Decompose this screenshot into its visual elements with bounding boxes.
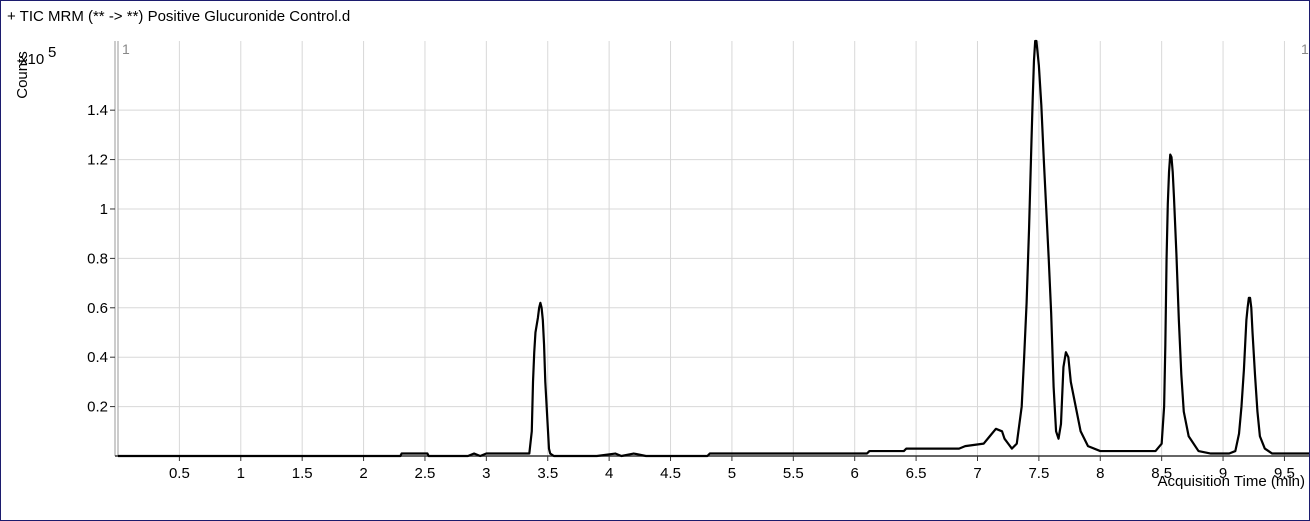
axes [114,41,1309,457]
y-tick-label: 0.4 [87,349,108,366]
x-tick-labels: 0.5 1 1.5 2 2.5 3 3.5 4 4.5 5 5.5 6 6.5 7 7.5 8 8.5 9 9.5 [169,456,1295,482]
y-tick-label: 0.2 [87,399,108,416]
x-axis-label: Acquisition Time (min) [1157,473,1305,490]
x-tick-label: 6.5 [906,465,927,482]
x-tick-label: 5 [728,465,736,482]
y-tick-label: 0.8 [87,250,108,267]
chart-title: + TIC MRM (** -> **) Positive Glucuronid… [7,8,350,25]
y-exponent: 5 [48,44,56,61]
y-multiplier: x10 [20,51,44,68]
grid [118,41,1309,456]
x-tick-label: 5.5 [783,465,804,482]
x-tick-label: 7 [973,465,981,482]
x-tick-label: 1.5 [292,465,313,482]
y-tick-label: 0.6 [87,300,108,317]
x-tick-label: 2.5 [415,465,436,482]
pane-marker-right: 1 [1301,41,1309,57]
y-tick-label: 1 [100,201,108,218]
x-tick-label: 3.5 [537,465,558,482]
x-tick-label: 8 [1096,465,1104,482]
x-tick-label: 9.5 [1274,465,1295,482]
x-tick-label: 1 [237,465,245,482]
tic-trace-line [118,39,1309,458]
y-tick-label: 1.4 [87,102,108,119]
y-axis-label: Counts [14,51,31,99]
x-tick-label: 8.5 [1151,465,1172,482]
x-tick-label: 4.5 [660,465,681,482]
x-tick-label: 6 [851,465,859,482]
x-tick-label: 7.5 [1028,465,1049,482]
y-tick-label: 1.2 [87,152,108,169]
x-tick-label: 0.5 [169,465,190,482]
x-tick-label: 4 [605,465,613,482]
x-tick-label: 2 [359,465,367,482]
y-tick-labels: 0.2 0.4 0.6 0.8 1 1.2 1.4 [87,102,115,416]
x-tick-label: 9 [1219,465,1227,482]
x-tick-label: 3 [482,465,490,482]
pane-marker-left: 1 [122,41,130,57]
